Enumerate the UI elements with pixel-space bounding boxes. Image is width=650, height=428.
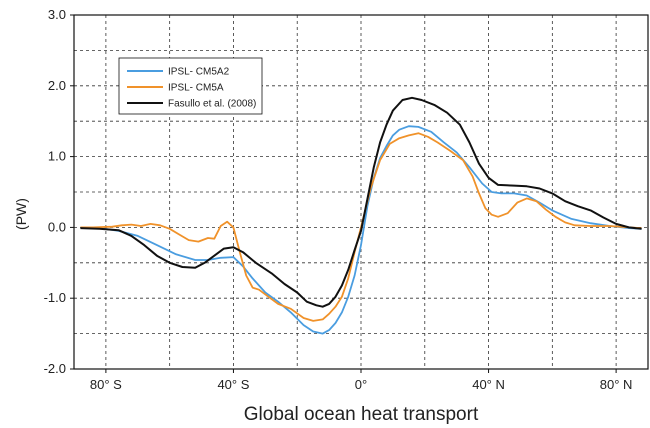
y-tick-label: 1.0 <box>48 149 66 164</box>
x-tick-label: 80° S <box>90 377 122 392</box>
y-tick-label: -2.0 <box>44 361 66 376</box>
legend: IPSL- CM5A2 IPSL- CM5A Fasullo et al. (200… <box>118 57 263 115</box>
series-line-0 <box>80 125 642 335</box>
x-tick-label: 0° <box>355 377 367 392</box>
x-axis-label: Global ocean heat transport <box>244 404 479 425</box>
x-tick-label: 40° S <box>217 377 249 392</box>
x-tick-label: 80° N <box>600 377 633 392</box>
y-tick-label: 2.0 <box>48 78 66 93</box>
legend-label: Fasullo et al. (2008) <box>168 99 256 110</box>
x-tick-label: 40° N <box>472 377 505 392</box>
y-tick-label: -1.0 <box>44 290 66 305</box>
y-axis-label: (PW) <box>13 198 29 230</box>
axis-ticks: 3.0 2.0 1.0 0.0 -1.0 -2.0 80° S 40° S 0° 40° N 80°… <box>44 7 633 392</box>
series-line-1 <box>80 132 642 322</box>
legend-label: IPSL- CM5A2 <box>168 67 230 78</box>
series-line-2 <box>80 96 642 308</box>
y-tick-label: 3.0 <box>48 7 66 22</box>
y-tick-label: 0.0 <box>48 219 66 234</box>
grid-lines <box>74 15 648 369</box>
series-lines <box>80 96 642 335</box>
legend-label: IPSL- CM5A <box>168 83 224 94</box>
